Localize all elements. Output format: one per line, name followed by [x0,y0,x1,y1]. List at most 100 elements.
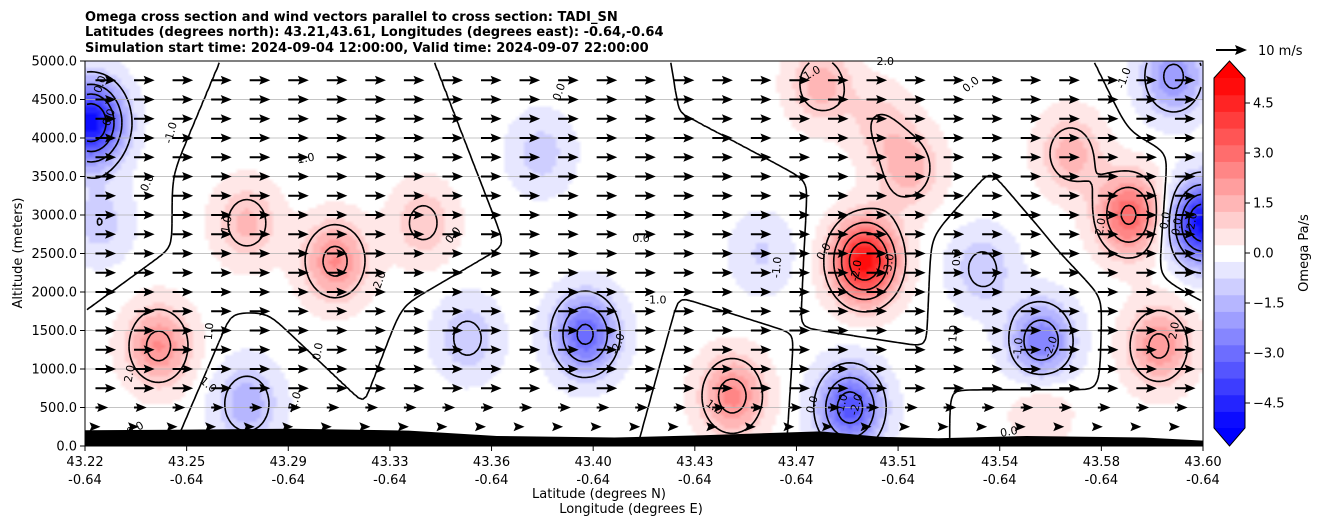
wind-vector-head [976,422,988,432]
wind-vector-head [374,229,386,239]
colorbar-extend-min [1214,428,1245,446]
wind-vector-head [452,345,464,355]
x-tick-label-lon: -0.64 [271,473,305,488]
wind-vector-head [259,172,271,181]
wind-vector-head [336,133,348,143]
wind-vector-head [721,229,733,239]
chart-title: Omega cross section and wind vectors par… [85,10,664,56]
colorbar-band [1214,161,1245,179]
wind-vector-head [413,364,425,374]
wind-vector-head [220,326,232,335]
wind-vector-head [636,403,648,412]
wind-vector-head [1030,114,1042,124]
wind-vector-head [953,191,965,201]
wind-vector-head [914,133,926,143]
wind-vector-head [991,268,1003,278]
wind-vector-head [799,191,811,201]
wind-vector-head [799,133,811,143]
wind-vector-head [259,191,271,201]
wind-vector-head [1068,326,1080,335]
x-axis: 43.22 -0.64 43.25 -0.64 43.29 -0.64 43.33 -0.64… [66,446,1222,488]
colorbar-band [1214,311,1245,329]
wind-vector-head [721,152,733,162]
wind-vector-head [721,95,733,104]
wind-vector-head [876,114,888,124]
wind-vector-head [259,152,271,162]
wind-vector-head [182,345,194,355]
wind-vector-head [452,249,464,258]
title-line-2: Latitudes (degrees north): 43.21,43.61, … [85,25,664,40]
wind-vector-head [837,326,849,335]
wind-vector-head [567,191,579,201]
wind-vector-head [721,249,733,258]
y-tick-label: 3000.0 [32,209,78,224]
wind-vector-head [1068,172,1080,181]
wind-vector-head [567,75,579,85]
wind-vector-head [721,383,733,393]
wind-vector-head [105,268,117,278]
wind-vector-head [105,229,117,239]
wind-vector-head [567,95,579,104]
wind-vector-head [413,75,425,85]
wind-vector-head [837,268,849,278]
contour-label: 1.0 [946,324,960,343]
x-tick-label-lat: 43.29 [270,455,307,470]
x-tick-label-lat: 43.40 [575,455,612,470]
wind-vector-head [374,306,386,316]
wind-vector-head [336,95,348,104]
wind-vector-head [374,114,386,124]
colorbar-band [1214,361,1245,379]
contour-label: -1.0 [769,256,784,279]
wind-vector-head [606,249,618,258]
wind-vector-head [490,95,502,104]
wind-vector-head [1184,172,1196,181]
wind-vector-head [799,152,811,162]
wind-vector-head [182,172,194,181]
wind-vector-head [644,287,656,297]
wind-vector-head [1068,95,1080,104]
wind-vector-head [413,172,425,181]
wind-vector-head [914,75,926,85]
wind-vector-head [105,133,117,143]
colorbar-band [1214,394,1245,412]
wind-vector-head [606,268,618,278]
wind-vector-head [259,95,271,104]
wind-vector-head [89,422,101,432]
wind-vector-head [683,95,695,104]
wind-vector-head [1107,114,1119,124]
wind-vector-head [182,210,194,220]
wind-vector-head [1107,364,1119,374]
wind-vector-head [297,268,309,278]
wind-vector-head [105,95,117,104]
wind-vector-head [529,210,541,220]
wind-vector-head [336,210,348,220]
wind-vector-head [1138,403,1150,412]
wind-vector-head [1184,95,1196,104]
wind-vector-head [760,326,772,335]
wind-vector-head [1068,133,1080,143]
wind-vector-head [259,326,271,335]
wind-vector-head [567,172,579,181]
wind-vector-head [567,326,579,335]
wind-vector-head [297,326,309,335]
wind-vector-head [413,249,425,258]
wind-vector-head [876,191,888,201]
wind-vector-head [991,114,1003,124]
wind-vector-head [1145,95,1157,104]
wind-vector-head [721,287,733,297]
wind-vector-head [1030,383,1042,393]
wind-vector-head [143,210,155,220]
wind-vector-head [1030,210,1042,220]
wind-vector-head [336,249,348,258]
wind-vector-head [914,306,926,316]
wind-vector-head [297,287,309,297]
wind-vector-head [529,172,541,181]
wind-vector-head [837,114,849,124]
wind-vector-head [490,268,502,278]
contour-label: 2.0 [1093,217,1109,236]
wind-vector-head [799,75,811,85]
contour-label: -2.0 [848,259,865,282]
wind-vector-head [336,326,348,335]
wind-vector-head [721,326,733,335]
wind-vector-head [953,133,965,143]
